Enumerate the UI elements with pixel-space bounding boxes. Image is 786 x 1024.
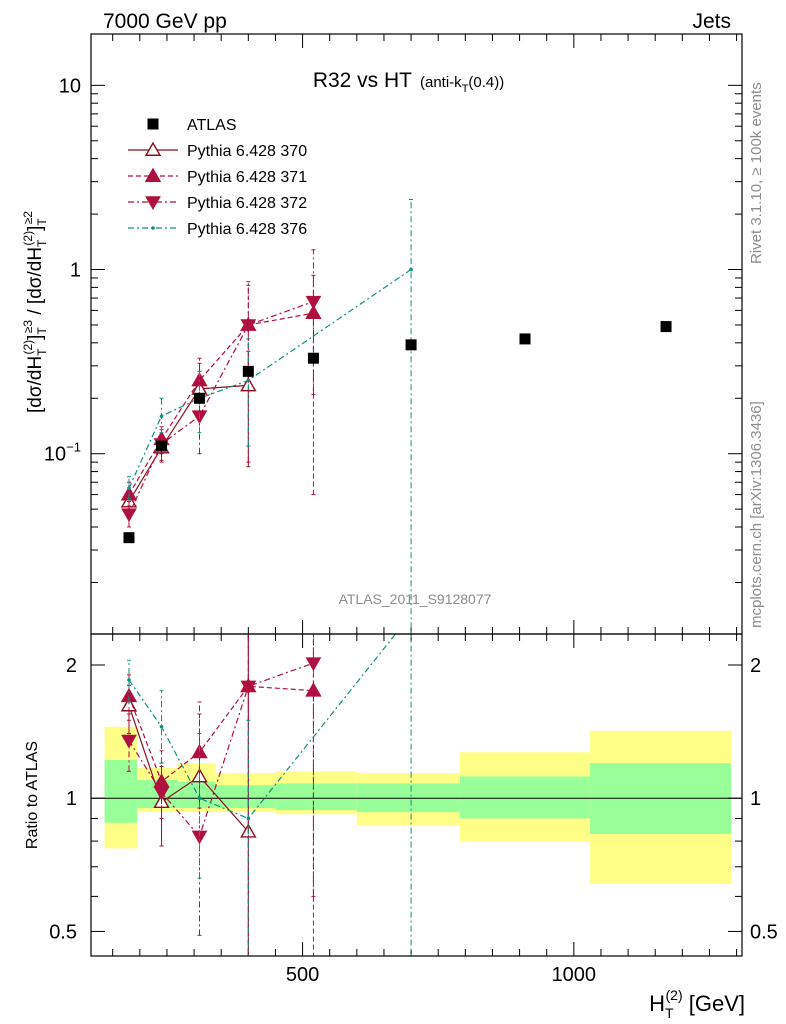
ratio-y-tick-label: 0.5: [49, 921, 77, 943]
ratio-uncertainty-bands: [104, 726, 732, 884]
data-point: [242, 365, 254, 377]
data-point: [153, 786, 170, 801]
legend-label: ATLAS: [187, 117, 237, 134]
legend-label: Pythia 6.428 370: [187, 143, 307, 160]
ratio-axes: 2 2 1 1 0.5 0.5 500 1000: [49, 634, 778, 986]
data-point: [194, 392, 205, 404]
data-point: [240, 680, 257, 695]
legend-label: Pythia 6.428 376: [187, 221, 307, 238]
analysis-id: ATLAS_2011_S9128077: [339, 591, 492, 607]
ratio-frame: [90, 633, 743, 957]
data-point: [305, 657, 322, 672]
energy-label: 7000 GeV pp: [103, 10, 227, 33]
data-point: [240, 319, 257, 333]
x-tick-label: 1000: [552, 964, 597, 986]
band-stat-6: [459, 776, 591, 819]
data-point: [120, 493, 138, 508]
data-point: [246, 378, 251, 383]
series-line-3: [128, 300, 314, 515]
series-line-1: [128, 384, 249, 502]
data-point: [121, 508, 137, 523]
legend: ATLAS Pythia 6.428 370 Pythia 6.428 371 Pyt…: [128, 117, 307, 238]
ratio-y-tick-label-right: 1: [750, 788, 761, 810]
ratio-y-tick-label: 2: [66, 655, 77, 677]
data-point: [159, 725, 164, 729]
legend-marker: [145, 196, 161, 211]
ratio-y-axis-title: Ratio to ATLAS: [24, 741, 41, 849]
band-stat-4: [275, 783, 357, 811]
data-point: [519, 333, 531, 345]
series-line-0: [128, 705, 249, 833]
y-tick-label: 10−1: [44, 440, 81, 466]
data-point: [307, 352, 319, 364]
data-point: [409, 267, 413, 272]
data-point: [305, 304, 322, 320]
data-point: [121, 734, 137, 749]
series-line-4: [128, 269, 412, 489]
category-label: Jets: [692, 10, 731, 33]
band-stat-2: [177, 781, 216, 809]
legend-marker: [147, 118, 159, 130]
series-line-3: [128, 634, 397, 820]
series-line-2: [128, 312, 314, 495]
legend-marker: [151, 226, 155, 230]
x-axis-title: HT(2) [GeV]: [649, 987, 745, 1021]
ratio-y-tick-label-right: 2: [750, 655, 761, 677]
data-point: [123, 532, 135, 544]
data-point: [127, 486, 131, 490]
data-point: [156, 440, 168, 452]
ratio-y-tick-label-right: 0.5: [750, 921, 778, 943]
band-stat-0: [104, 759, 138, 823]
data-point: [405, 339, 417, 351]
plot-title: R32 vs HT: [313, 69, 412, 92]
main-axes: 10 1 10−1: [44, 34, 742, 634]
y-tick-label: 10: [59, 75, 81, 97]
rivet-version-label: Rivet 3.1.10, ≥ 100k events: [748, 82, 765, 264]
svg-text:HT(2) [GeV]: HT(2) [GeV]: [649, 987, 745, 1021]
data-point: [305, 295, 322, 310]
data-point: [660, 321, 672, 333]
data-point: [127, 678, 131, 682]
legend-marker: [144, 141, 162, 156]
data-point: [159, 414, 164, 418]
data-point: [246, 816, 251, 821]
plot-title-suffix: (anti-kT(0.4)): [420, 74, 504, 95]
ratio-y-tick-label: 1: [66, 788, 77, 810]
data-point: [197, 796, 202, 801]
series-line-1: [128, 685, 314, 783]
legend-label: Pythia 6.428 372: [187, 195, 307, 212]
legend-label: Pythia 6.428 371: [187, 169, 307, 186]
main-series: [120, 198, 672, 634]
source-label: mcplots.cern.ch [arXiv:1306.3436]: [748, 401, 765, 628]
legend-marker: [144, 167, 162, 182]
svg-text:[dσ/dHT(2)]T≥3 / [dσ/dHT(2)]T≥: [dσ/dHT(2)]T≥3 / [dσ/dHT(2)]T≥2: [21, 211, 49, 413]
main-y-axis-title: [dσ/dHT(2)]T≥3 / [dσ/dHT(2)]T≥2: [21, 211, 49, 413]
x-tick-label: 500: [286, 964, 319, 986]
ratio-series: [120, 634, 414, 956]
y-tick-label: 1: [70, 260, 81, 282]
